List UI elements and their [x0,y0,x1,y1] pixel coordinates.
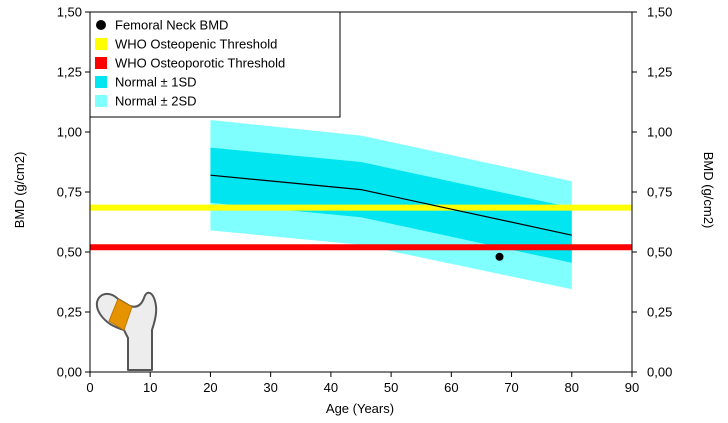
x-tick-label: 10 [143,380,157,395]
legend-label: Normal ± 1SD [115,75,197,90]
femur-neck-icon [95,291,158,371]
y-axis-left-title: BMD (g/cm2) [12,152,27,229]
legend-swatch [95,57,107,69]
y-tick-label-right: 0,25 [647,305,672,320]
y-axis-right-title: BMD (g/cm2) [701,152,716,229]
y-tick-label-left: 0,50 [57,245,82,260]
y-tick-label-left: 0,25 [57,305,82,320]
femoral-neck-points [495,252,504,261]
y-tick-label-right: 1,25 [647,65,672,80]
y-tick-label-right: 0,00 [647,365,672,380]
normal-mean-line [210,174,572,236]
y-tick-label-left: 0,75 [57,185,82,200]
legend: Femoral Neck BMD WHO Osteopenic Threshold… [89,11,341,118]
legend-label: WHO Osteopenic Threshold [115,37,277,52]
x-tick-label: 30 [263,380,277,395]
x-tick-label: 60 [444,380,458,395]
y-tick-label-left: 1,00 [57,125,82,140]
bmd-point [495,252,504,261]
legend-swatch [95,95,107,107]
x-tick-label: 0 [86,380,93,395]
legend-label: WHO Osteoporotic Threshold [115,56,285,71]
x-tick-label: 20 [203,380,217,395]
legend-box [89,11,341,118]
legend-label: Femoral Neck BMD [115,18,228,33]
x-axis-ticks: 0 10 20 30 40 50 60 70 80 90 [86,372,639,395]
legend-swatch [95,76,107,88]
x-axis-title: Age (Years) [326,401,394,416]
y-tick-label-right: 1,00 [647,125,672,140]
y-tick-label-right: 0,75 [647,185,672,200]
y-tick-label-right: 1,50 [647,5,672,20]
y-tick-label-left: 1,50 [57,5,82,20]
y-tick-label-left: 0,00 [57,365,82,380]
legend-label: Normal ± 2SD [115,94,197,109]
x-tick-label: 90 [625,380,639,395]
x-tick-label: 70 [504,380,518,395]
y-tick-label-right: 0,50 [647,245,672,260]
y-axis-left-ticks: 0,00 0,25 0,50 0,75 1,00 1,25 1,50 [57,5,90,380]
y-axis-right-ticks: 0,00 0,25 0,50 0,75 1,00 1,25 1,50 [632,5,672,380]
legend-marker [96,20,106,30]
y-tick-label-left: 1,25 [57,65,82,80]
x-tick-label: 40 [324,380,338,395]
x-tick-label: 50 [384,380,398,395]
x-tick-label: 80 [565,380,579,395]
legend-swatch [95,38,107,50]
mean-line [210,174,572,236]
who-threshold-lines [90,204,632,251]
